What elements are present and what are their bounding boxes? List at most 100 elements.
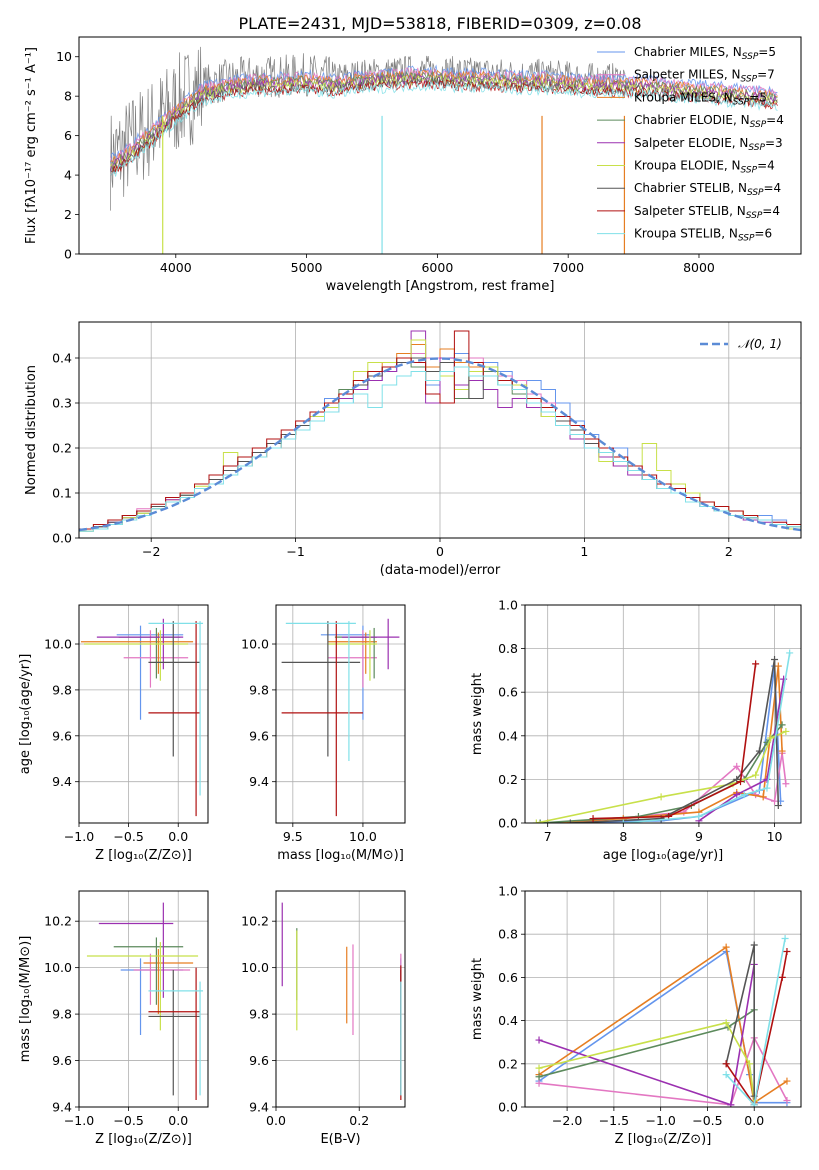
- weight-marker: [733, 762, 741, 770]
- x-tick-label: 0.0: [168, 829, 188, 844]
- x-tick-label: −1.0: [64, 829, 94, 844]
- x-tick-label: 10.0: [349, 829, 377, 844]
- x-tick-label: 10: [767, 829, 783, 844]
- weight-marker: [771, 797, 779, 805]
- y-tick-label: 0.6: [498, 970, 518, 985]
- plot-frame: [275, 604, 406, 824]
- weight-marker: [763, 775, 771, 783]
- weight-marker: [771, 656, 779, 663]
- x-tick-label: 6000: [421, 260, 453, 275]
- weight-marker: [536, 819, 544, 823]
- weight-marker: [759, 793, 767, 801]
- weight-marker: [589, 815, 597, 823]
- weight-line: [536, 730, 787, 823]
- y-tick-label: 0.8: [498, 641, 518, 656]
- y-tick-label: 9.4: [249, 774, 269, 789]
- weight-marker: [722, 1071, 730, 1079]
- weight-line: [538, 1035, 788, 1106]
- y-tick-label: 0.1: [52, 486, 72, 501]
- y-tick-label: 2: [64, 207, 72, 222]
- y-tick-label: 10.0: [241, 960, 269, 975]
- y-tick-label: 0.0: [498, 816, 518, 831]
- plot-frame: [275, 890, 406, 1108]
- y-tick-label: 9.8: [52, 1007, 72, 1022]
- y-tick-label: 10.0: [44, 960, 72, 975]
- weight-marker: [619, 819, 627, 823]
- weight-lines: [535, 935, 791, 1107]
- weight-line: [547, 665, 783, 823]
- x-tick-label: 0.0: [266, 1113, 286, 1128]
- weight-marker: [755, 747, 763, 755]
- y-tick-label: 0.4: [498, 1013, 518, 1028]
- y-tick-label: 9.6: [52, 728, 72, 743]
- x-tick-label: 9.5: [283, 829, 303, 844]
- weight-marker: [783, 1097, 791, 1105]
- y-tick-label: 9.4: [52, 1100, 72, 1115]
- weight-marker: [774, 662, 782, 670]
- weight-marker: [782, 780, 790, 788]
- x-tick-label: 7: [544, 829, 552, 844]
- x-tick-label: −0.5: [113, 1113, 143, 1128]
- histogram-step: [79, 330, 801, 538]
- y-tick-label: 0.6: [498, 685, 518, 700]
- weight-marker: [767, 734, 775, 742]
- weight-marker: [733, 775, 741, 783]
- y-tick-label: 9.6: [249, 1053, 269, 1068]
- weight-marker: [722, 1060, 730, 1068]
- x-tick-label: 8000: [683, 260, 715, 275]
- mass-vs-ebv-axes: 0.0 0.2 9.4 9.6 9.8 10.0 10.2 E(B-V): [241, 890, 406, 1147]
- error-bars: [281, 902, 402, 1101]
- weight-line: [538, 945, 788, 1105]
- weight-marker: [778, 721, 786, 729]
- y-tick-label: 8: [64, 89, 72, 104]
- legend-entry: Salpeter ELODIE, NSSP=3: [634, 136, 783, 153]
- weight-marker: [786, 649, 794, 657]
- weight-marker: [774, 802, 782, 810]
- chart-title: PLATE=2431, MJD=53818, FIBERID=0309, z=0…: [238, 14, 641, 33]
- weight-line: [725, 951, 788, 1107]
- weight-marker: [778, 747, 786, 755]
- legend-entry: Salpeter MILES, NSSP=7: [634, 68, 775, 85]
- legend-entry: Kroupa ELODIE, NSSP=4: [634, 159, 775, 176]
- weight-marker: [763, 784, 771, 792]
- model-spectrum-line: [110, 80, 778, 177]
- y-tick-label: 0.2: [498, 1056, 518, 1071]
- y-axis-label: mass weight: [470, 673, 485, 755]
- legend-entry: Kroupa STELIB, NSSP=6: [634, 227, 772, 244]
- error-bars: [281, 618, 400, 817]
- y-tick-label: 0.8: [498, 927, 518, 942]
- x-tick-label: 5000: [291, 260, 323, 275]
- y-tick-label: 0.2: [52, 441, 72, 456]
- weight-line: [538, 1021, 755, 1101]
- weight-marker: [657, 793, 665, 801]
- weight-marker: [752, 660, 760, 668]
- legend-entry: Chabrier STELIB, NSSP=4: [634, 181, 781, 198]
- age-vs-z-axes: −1.0 −0.5 0.0 9.4 9.6 9.8 10.0 Z [log₁₀(Z/Z⊙)] a…: [18, 604, 209, 863]
- y-tick-label: 6: [64, 128, 72, 143]
- x-tick-label: 4000: [160, 260, 192, 275]
- weight-marker: [535, 1036, 543, 1044]
- y-tick-label: 0.3: [52, 396, 72, 411]
- weight-marker: [737, 778, 745, 786]
- plot-frame: [78, 890, 209, 1108]
- weight-marker: [532, 819, 540, 823]
- x-axis-label: Z [log₁₀(Z/Z⊙)]: [95, 848, 192, 863]
- y-tick-label: 9.4: [52, 774, 72, 789]
- weight-line: [593, 663, 757, 820]
- weight-marker: [695, 812, 703, 820]
- y-tick-label: 0.4: [52, 351, 72, 366]
- y-tick-label: 4: [64, 168, 72, 183]
- weight-marker: [740, 791, 748, 799]
- y-tick-label: 9.6: [249, 728, 269, 743]
- x-tick-label: 9: [695, 829, 703, 844]
- legend-entry: Kroupa MILES, NSSP=5: [634, 90, 767, 107]
- y-tick-label: 0: [64, 247, 72, 262]
- x-tick-label: 0.0: [744, 1113, 764, 1128]
- x-tick-label: −2.0: [552, 1113, 582, 1128]
- weight-marker: [783, 947, 791, 955]
- y-tick-label: 0.2: [498, 772, 518, 787]
- weight-marker: [535, 1073, 543, 1081]
- x-tick-label: −1: [286, 544, 304, 559]
- y-tick-label: 10.0: [241, 637, 269, 652]
